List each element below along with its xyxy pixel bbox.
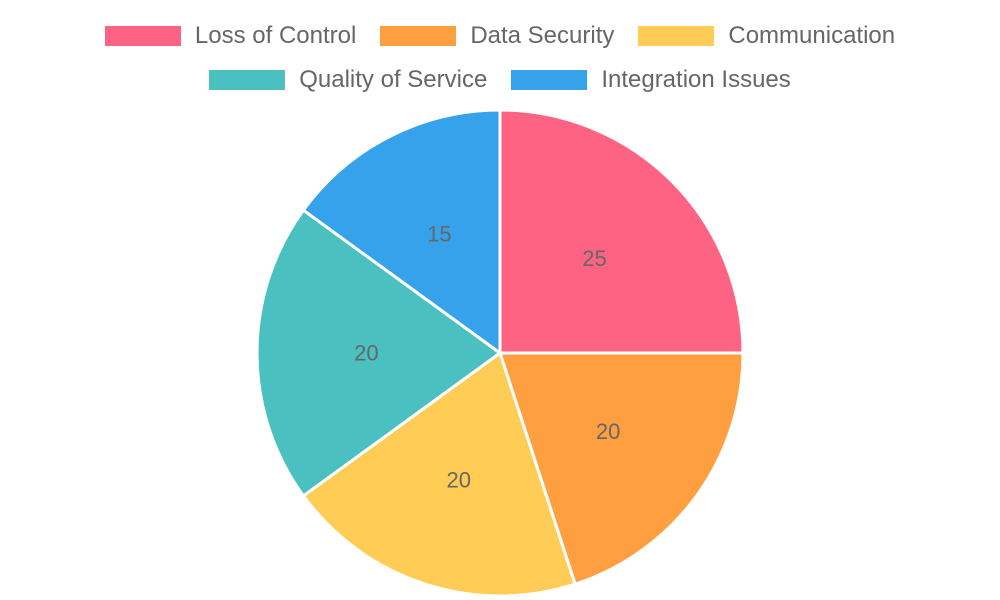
legend-label: Quality of Service [299,66,488,93]
pie-slices [255,108,745,598]
pie-slice-data-security[interactable] [498,351,745,586]
legend-label: Data Security [470,22,615,49]
legend-item-integration-issues[interactable]: Integration Issues [511,66,791,94]
legend-swatch [209,70,286,90]
slice-value-label-communication: 20 [446,468,470,493]
chart-legend: Loss of Control Data Security Communicat… [0,14,1000,102]
legend-label: Communication [728,22,896,49]
legend-item-communication[interactable]: Communication [638,22,895,50]
pie-slice-quality-of-service[interactable] [255,208,502,498]
legend-swatch [511,70,588,90]
slice-value-label-quality-of-service: 20 [354,341,378,366]
legend-row-2: Quality of Service Integration Issues [0,58,1000,102]
legend-label: Integration Issues [601,66,791,93]
legend-swatch [380,26,457,46]
slice-value-label-loss-of-control: 25 [582,246,606,271]
legend-item-quality-of-service[interactable]: Quality of Service [209,66,487,94]
legend-item-loss-of-control[interactable]: Loss of Control [104,22,357,50]
slice-value-label-data-security: 20 [596,419,620,444]
pie-value-labels: 25 20 20 20 15 [354,221,620,492]
pie-slice-integration-issues[interactable] [301,108,502,355]
legend-item-data-security[interactable]: Data Security [380,22,614,50]
legend-label: Loss of Control [194,22,357,49]
legend-swatch [104,26,181,46]
legend-row-1: Loss of Control Data Security Communicat… [0,14,1000,58]
legend-swatch [638,26,715,46]
pie-slice-communication[interactable] [301,351,577,598]
pie-slice-loss-of-control[interactable] [498,108,745,355]
slice-value-label-integration-issues: 15 [427,221,451,246]
